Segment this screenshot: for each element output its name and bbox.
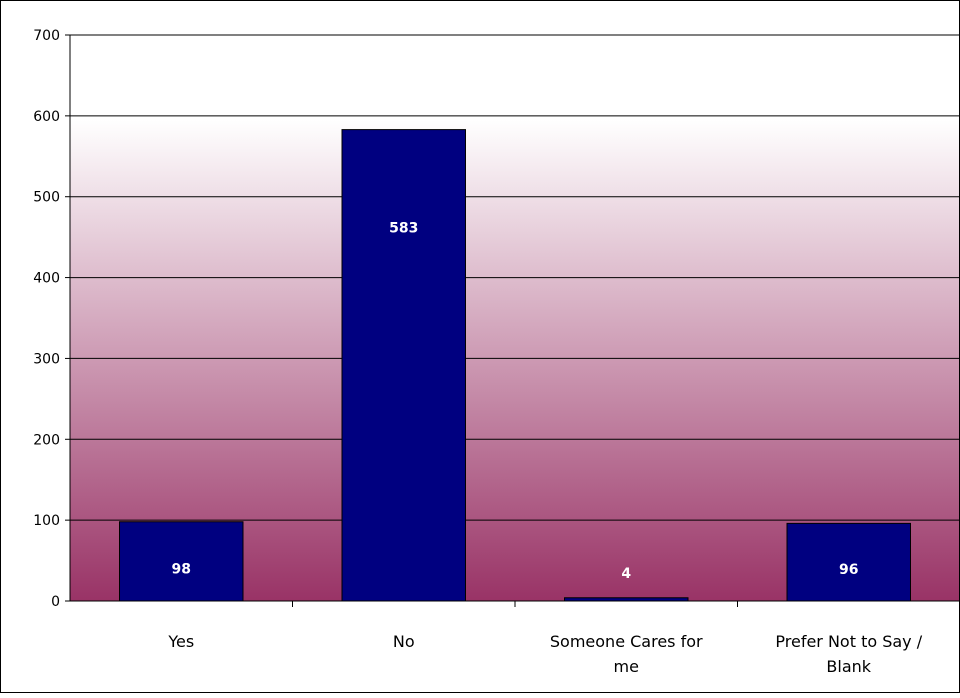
category-label: Yes	[167, 632, 194, 651]
y-tick-label: 300	[33, 351, 60, 367]
data-label: 4	[621, 566, 631, 582]
bar	[786, 522, 911, 602]
category-label: No	[393, 632, 415, 651]
bars	[119, 129, 911, 602]
plot-background	[70, 35, 960, 601]
category-labels: Yes No Someone Cares for me Prefer Not to Sa…	[167, 632, 922, 676]
bar	[341, 129, 466, 602]
category-label: me	[614, 657, 639, 676]
data-label: 583	[389, 221, 418, 237]
y-tick-label: 600	[33, 109, 60, 125]
y-tick-label: 0	[51, 594, 60, 610]
category-label: Blank	[826, 657, 871, 676]
category-label: Prefer Not to Say /	[775, 632, 922, 651]
gridlines	[70, 34, 960, 521]
y-tick-label: 500	[33, 190, 60, 206]
tick-labels: 0 100 200 300 400 500 600 700	[33, 28, 60, 610]
y-tick-label: 100	[33, 513, 60, 529]
y-tick-label: 700	[33, 28, 60, 44]
category-label: Someone Cares for	[550, 632, 703, 651]
data-label: 98	[172, 561, 191, 577]
y-tick-label: 400	[33, 271, 60, 287]
data-labels: 98 583 4 96	[172, 221, 859, 582]
bar	[564, 597, 689, 602]
y-tick-label: 200	[33, 432, 60, 448]
bar	[119, 521, 244, 602]
data-label: 96	[839, 562, 858, 578]
